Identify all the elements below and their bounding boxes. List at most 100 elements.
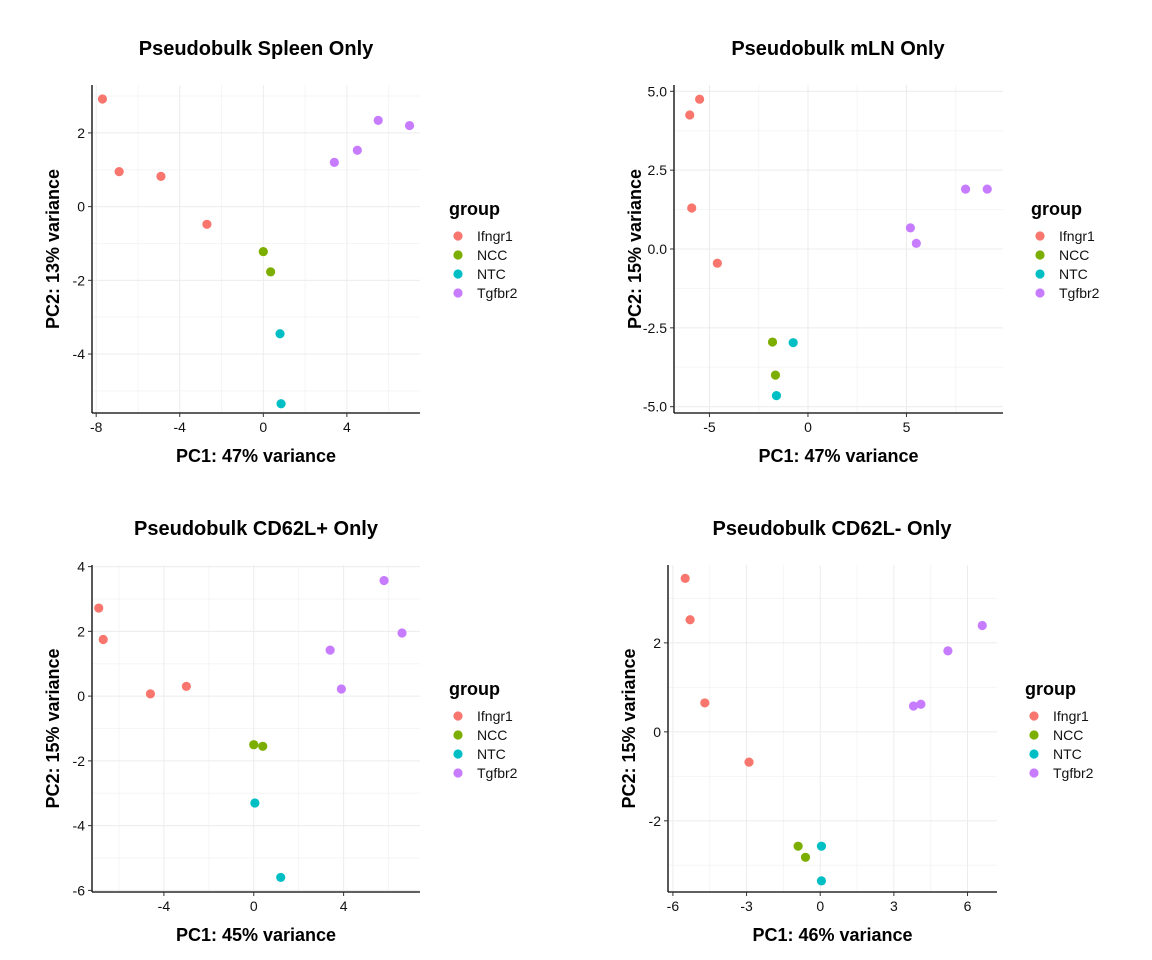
legend-label: Ifngr1 [477, 708, 513, 724]
data-point-ncc [770, 370, 781, 380]
legend-label: NTC [477, 266, 506, 282]
data-point-tgfbr2 [960, 184, 971, 194]
legend-key-tgfbr2 [1035, 288, 1045, 298]
x-tick-label: -5 [703, 419, 716, 435]
legend-title: group [1031, 199, 1082, 219]
y-tick-label: -4 [73, 346, 86, 362]
data-point-ncc [266, 267, 276, 277]
x-tick-label: -6 [667, 898, 680, 914]
y-tick-label: -5.0 [643, 399, 667, 415]
legend-title: group [1025, 679, 1076, 699]
data-point-ntc [816, 841, 827, 851]
legend-key-ncc [1029, 730, 1039, 740]
chart-panel: -8 -4 0 4 -4 -2 0 2 Pseudobulk Spleen Only PC1: 4… [43, 38, 518, 466]
data-point-tgfbr2 [916, 699, 926, 709]
y-tick-label: 2 [77, 623, 85, 639]
data-point-tgfbr2 [404, 120, 415, 131]
data-point-tgfbr2 [943, 646, 953, 656]
chart-title: Pseudobulk Spleen Only [139, 38, 374, 60]
y-tick-label: -4 [73, 818, 86, 834]
legend-label: Tgfbr2 [1059, 285, 1100, 301]
data-point-tgfbr2 [325, 645, 335, 655]
data-point-ntc [788, 338, 798, 348]
legend-key-ifngr1 [1029, 711, 1039, 721]
chart-title: Pseudobulk CD62L+ Only [134, 518, 379, 540]
x-tick-label: -4 [174, 419, 187, 435]
legend-key-ncc [453, 250, 463, 260]
x-axis-label: PC1: 47% variance [758, 446, 918, 466]
legend-label: NCC [477, 247, 507, 263]
legend-title: group [449, 199, 500, 219]
data-point-ntc [816, 876, 827, 886]
x-tick-label: -4 [158, 898, 171, 914]
x-tick-label: -8 [90, 419, 103, 435]
data-point-tgfbr2 [373, 115, 383, 125]
data-point-ntc [250, 798, 260, 808]
data-point-ifngr1 [685, 615, 695, 625]
data-point-ntc [771, 391, 782, 401]
data-point-ifngr1 [685, 110, 695, 120]
legend-key-ntc [453, 269, 463, 279]
legend-key-ntc [453, 749, 463, 759]
data-point-ifngr1 [687, 203, 697, 213]
y-tick-label: -6 [73, 882, 86, 898]
x-tick-label: 5 [903, 419, 911, 435]
y-tick-label: 2.5 [648, 162, 668, 178]
data-point-ncc [258, 246, 268, 257]
data-point-tgfbr2 [397, 628, 407, 638]
y-tick-label: 0 [653, 724, 661, 740]
data-point-tgfbr2 [352, 145, 362, 155]
data-point-ncc [258, 741, 268, 751]
y-axis-label: PC2: 13% variance [43, 169, 63, 329]
legend-title: group [449, 679, 500, 699]
data-point-ifngr1 [680, 573, 690, 583]
data-point-tgfbr2 [982, 184, 992, 194]
data-point-ifngr1 [94, 603, 104, 613]
data-point-ncc [800, 852, 811, 862]
legend: group Ifngr1 NCC NTC Tgfbr2 [449, 679, 518, 781]
data-point-tgfbr2 [977, 620, 987, 631]
legend-label: NCC [1059, 247, 1089, 263]
data-point-ifngr1 [202, 219, 212, 229]
y-tick-label: -2 [73, 272, 86, 288]
x-tick-label: 0 [804, 419, 812, 435]
x-tick-label: -3 [740, 898, 753, 914]
legend-key-ncc [453, 730, 463, 740]
x-axis-label: PC1: 47% variance [176, 446, 336, 466]
data-point-ifngr1 [712, 258, 722, 268]
x-tick-label: 4 [343, 419, 351, 435]
x-axis-label: PC1: 45% variance [176, 925, 336, 945]
data-point-ifngr1 [744, 757, 754, 767]
legend-key-ifngr1 [1035, 231, 1045, 241]
chart-panel: -4 0 4 -6 -4 -2 0 2 4 Pseudobulk CD62L+ Only PC1: … [43, 518, 518, 945]
data-point-ifngr1 [156, 171, 166, 181]
data-point-ncc [793, 841, 803, 851]
data-point-tgfbr2 [329, 157, 339, 167]
data-point-ifngr1 [97, 94, 108, 104]
data-point-ifngr1 [700, 698, 710, 708]
y-tick-label: 0.0 [648, 241, 668, 257]
data-point-ncc [249, 740, 259, 750]
legend-label: Tgfbr2 [1053, 765, 1094, 781]
y-axis-label: PC2: 15% variance [625, 169, 645, 329]
legend-label: NCC [477, 727, 507, 743]
legend-label: NTC [477, 746, 506, 762]
legend: group Ifngr1 NCC NTC Tgfbr2 [1025, 679, 1094, 781]
x-tick-label: 0 [816, 898, 824, 914]
legend: group Ifngr1 NCC NTC Tgfbr2 [1031, 199, 1100, 301]
y-tick-label: 0 [77, 199, 85, 215]
x-tick-label: 4 [340, 898, 348, 914]
y-tick-label: 2 [77, 125, 85, 141]
x-tick-label: 3 [890, 898, 898, 914]
legend-label: NCC [1053, 727, 1083, 743]
x-tick-label: 0 [259, 419, 267, 435]
legend-key-ntc [1029, 749, 1039, 759]
legend-key-tgfbr2 [453, 768, 463, 778]
data-point-ifngr1 [145, 689, 156, 699]
legend-label: NTC [1053, 746, 1082, 762]
data-point-ntc [275, 329, 285, 339]
legend-label: Ifngr1 [1059, 228, 1095, 244]
data-point-tgfbr2 [908, 701, 919, 711]
y-tick-label: -2.5 [643, 320, 667, 336]
